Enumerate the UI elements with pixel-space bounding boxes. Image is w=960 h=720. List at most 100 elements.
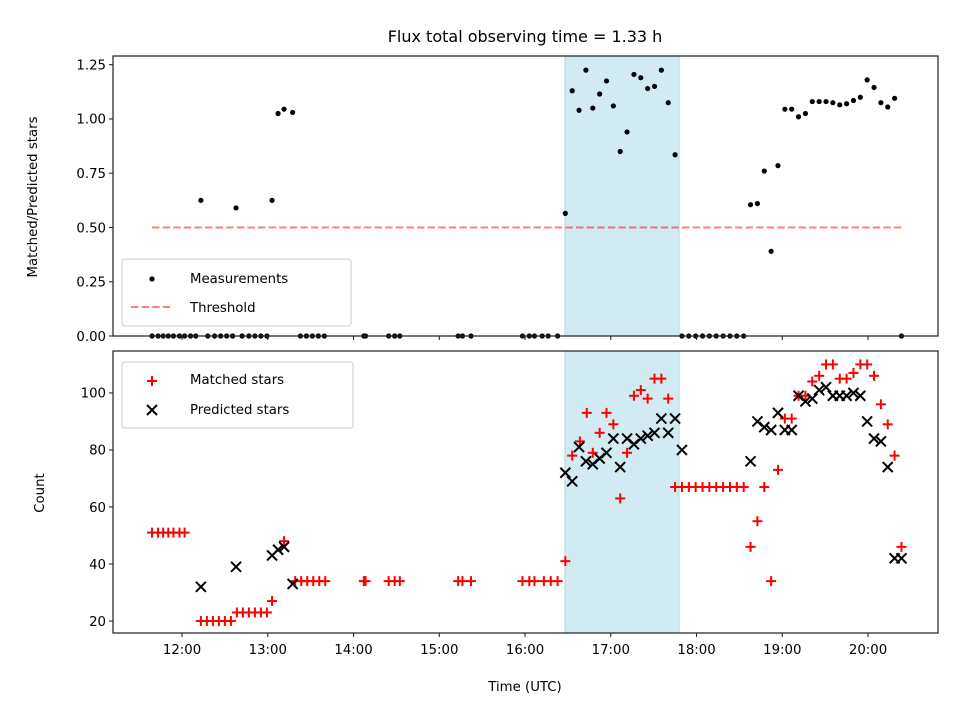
predicted-star-point [744, 455, 757, 468]
bottom-x-ticks: 12:00 13:00 14:00 15:00 16:00 17:00 18:00 19:00… [163, 633, 887, 658]
matched-star-point [225, 616, 236, 627]
y-tick-label: 0.75 [76, 167, 106, 182]
matched-star-point [807, 376, 818, 387]
y-tick-label: 100 [81, 387, 106, 402]
bottom-panel: 20 40 60 80 100 12:00 13:00 14:00 15:00 16:00 17:… [33, 350, 939, 695]
matched-star-point [560, 556, 571, 567]
measurement-point [768, 248, 774, 254]
measurement-point [878, 100, 884, 106]
predicted-star-point [895, 552, 908, 565]
matched-star-point [608, 419, 619, 430]
measurement-point [597, 91, 603, 97]
matched-star-point [635, 385, 646, 396]
predicted-star-point [566, 475, 578, 488]
measurement-point [631, 71, 637, 78]
x-tick-label: 15:00 [420, 643, 458, 658]
legend-predicted-label: Predicted stars [190, 403, 289, 418]
measurement-point [569, 88, 575, 94]
top-x-ticks [181, 336, 869, 340]
predicted-star-point [195, 581, 207, 593]
measurements-points [149, 67, 905, 339]
matched-star-point [827, 359, 838, 370]
measurement-point [269, 197, 275, 203]
measurement-point [658, 67, 664, 73]
matched-star-point [179, 527, 190, 538]
predicted-star-point [786, 424, 798, 436]
x-tick-label: 14:00 [334, 643, 372, 658]
measurement-point [775, 163, 781, 169]
predicted-star-point [806, 392, 818, 405]
measurement-point [823, 98, 829, 105]
matched-star-point [848, 367, 859, 378]
predicted-star-point [799, 395, 812, 408]
measurement-point [610, 103, 616, 109]
matched-star-point [581, 407, 592, 418]
matched-star-point [601, 407, 612, 418]
measurement-point [871, 84, 877, 91]
bottom-legend: Matched stars Predicted stars [121, 361, 354, 429]
predicted-star-point [272, 544, 284, 556]
measurement-point [576, 107, 582, 113]
matched-star-point [889, 450, 900, 461]
legend-matched-label: Matched stars [190, 373, 284, 388]
matched-star-point [738, 482, 749, 493]
predicted-star-point [820, 381, 832, 393]
chart-title: Flux total observing time = 1.33 h [388, 27, 663, 46]
top-legend: Measurements Threshold [121, 258, 352, 327]
matched-star-point [622, 447, 633, 458]
predicted-star-point [847, 387, 860, 399]
bottom-y-axis-label: Count [33, 473, 48, 513]
legend-measurements-label: Measurements [190, 272, 288, 287]
predicted-star-point [662, 427, 674, 439]
predicted-star-point [580, 455, 592, 468]
measurement-point [809, 98, 815, 105]
y-tick-label: 0.25 [76, 276, 106, 291]
measurement-point [789, 106, 795, 112]
matched-star-point [567, 450, 578, 461]
measurement-point [624, 129, 630, 135]
top-y-axis-label: Matched/Predicted stars [26, 116, 41, 277]
bottom-legend-box [121, 361, 354, 429]
measurement-point [885, 104, 891, 110]
matched-star-point [594, 427, 605, 438]
legend-threshold-label: Threshold [189, 301, 256, 316]
predicted-star-point [813, 384, 825, 396]
measurement-point [864, 77, 870, 83]
predicted-star-point [635, 432, 647, 445]
matched-star-point [394, 576, 405, 587]
measurement-point [617, 148, 623, 155]
matched-star-point [656, 373, 667, 384]
predicted-star-point [648, 427, 661, 439]
measurement-point [802, 110, 809, 117]
predicted-star-point [875, 435, 887, 448]
matched-star-point [360, 576, 371, 587]
matched-star-point [745, 541, 756, 552]
matched-star-point [814, 370, 825, 381]
y-tick-label: 60 [89, 501, 106, 516]
predicted-star-point [600, 447, 613, 459]
predicted-star-point [676, 444, 688, 456]
measurement-point [857, 94, 863, 100]
measurement-point [892, 95, 898, 101]
predicted-star-point [765, 424, 777, 436]
y-tick-label: 0.00 [76, 330, 106, 345]
measurement-point [830, 100, 836, 106]
predicted-star-point [655, 412, 668, 425]
measurement-point [843, 101, 850, 107]
x-tick-label: 13:00 [249, 643, 287, 658]
predicted-star-point [641, 429, 654, 442]
matched-star-point [766, 576, 777, 587]
measurement-point [672, 152, 678, 158]
measurement-point [761, 168, 767, 174]
measurement-point [645, 85, 651, 92]
matched-stars-points [147, 359, 907, 627]
matched-star-point [279, 536, 290, 547]
predicted-star-point [614, 461, 626, 473]
matched-star-point [574, 436, 585, 447]
predicted-star-point [559, 467, 572, 479]
measurement-point [795, 114, 802, 120]
predicted-star-point [669, 412, 681, 425]
matched-star-point [752, 516, 763, 527]
measurement-point [603, 78, 610, 84]
matched-star-point [772, 464, 783, 475]
